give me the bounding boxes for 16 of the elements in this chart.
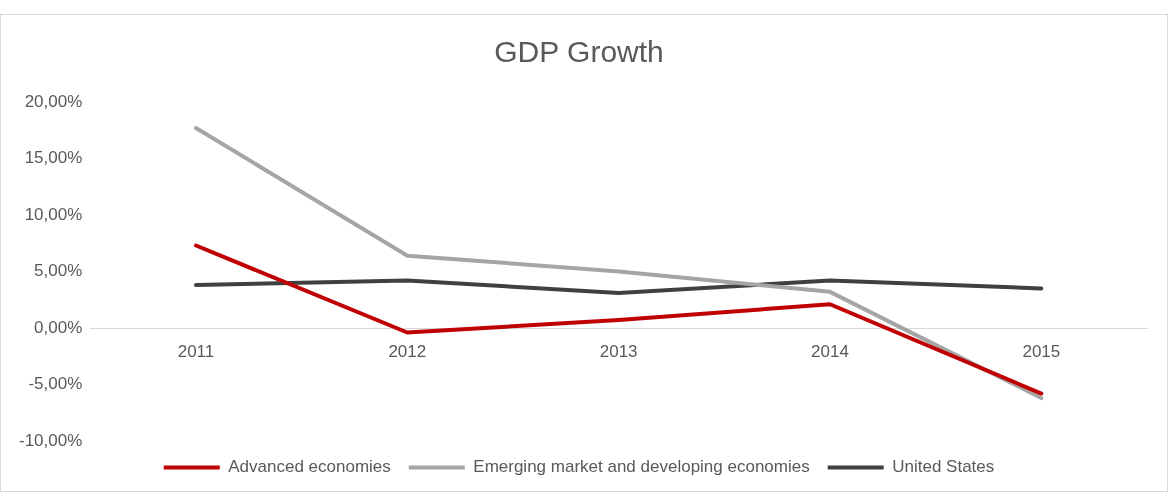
x-tick-label: 2014 bbox=[811, 341, 849, 361]
y-tick-label: 20,00% bbox=[24, 91, 83, 111]
chart-title: GDP Growth bbox=[494, 35, 664, 69]
x-tick-label: 2011 bbox=[177, 341, 215, 361]
y-tick-label: 5,00% bbox=[34, 261, 83, 281]
y-tick-label: -5,00% bbox=[28, 374, 83, 394]
x-tick-label: 2015 bbox=[1022, 341, 1061, 361]
y-tick-label: -10,00% bbox=[18, 430, 83, 450]
x-tick-label: 2013 bbox=[599, 341, 638, 361]
legend-label: Advanced economies bbox=[228, 457, 391, 477]
y-tick-label: 0,00% bbox=[34, 317, 83, 337]
y-tick-label: 10,00% bbox=[24, 204, 83, 224]
legend-label: United States bbox=[892, 457, 995, 477]
legend-label: Emerging market and developing economies bbox=[473, 457, 810, 477]
x-tick-label: 2012 bbox=[388, 341, 427, 361]
y-tick-label: 15,00% bbox=[24, 148, 83, 168]
